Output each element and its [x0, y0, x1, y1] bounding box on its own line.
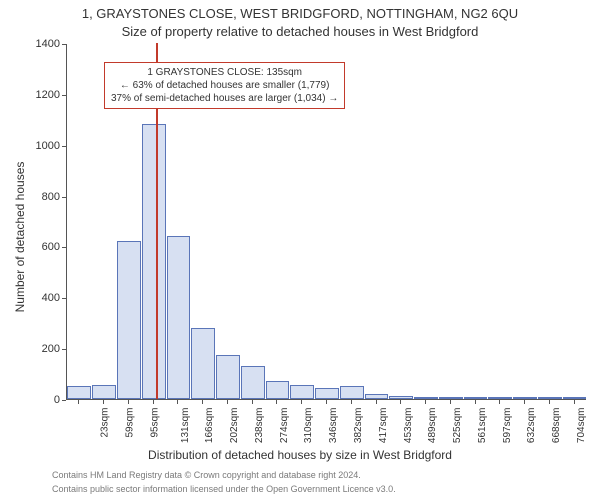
histogram-bar — [365, 394, 389, 399]
x-tick-label: 346sqm — [328, 408, 339, 444]
x-tick-label: 382sqm — [353, 408, 364, 444]
histogram-bar — [464, 397, 488, 399]
histogram-bar — [513, 397, 537, 399]
x-tick-mark — [499, 400, 500, 404]
y-tick-label: 1000 — [28, 140, 60, 152]
x-tick-label: 166sqm — [205, 408, 216, 444]
x-tick-label: 310sqm — [304, 408, 315, 444]
x-tick-mark — [227, 400, 228, 404]
x-tick-mark — [400, 400, 401, 404]
histogram-bar — [191, 328, 215, 399]
marker-callout: 1 GRAYSTONES CLOSE: 135sqm ← 63% of deta… — [104, 62, 345, 109]
x-tick-mark — [177, 400, 178, 404]
histogram-bar — [389, 396, 413, 399]
x-tick-label: 238sqm — [254, 408, 265, 444]
y-tick-mark — [62, 349, 66, 350]
callout-line1: 1 GRAYSTONES CLOSE: 135sqm — [111, 66, 338, 79]
histogram-bar — [340, 386, 364, 399]
x-tick-label: 23sqm — [100, 408, 111, 438]
x-tick-label: 453sqm — [403, 408, 414, 444]
histogram-bar — [266, 381, 290, 399]
y-tick-mark — [62, 247, 66, 248]
callout-line3: 37% of semi-detached houses are larger (… — [111, 92, 338, 105]
y-tick-mark — [62, 146, 66, 147]
y-tick-mark — [62, 95, 66, 96]
y-tick-label: 0 — [28, 394, 60, 406]
x-tick-mark — [475, 400, 476, 404]
x-tick-mark — [78, 400, 79, 404]
y-axis-label: Number of detached houses — [13, 127, 27, 347]
histogram-bar — [315, 388, 339, 399]
x-tick-label: 632sqm — [526, 408, 537, 444]
y-tick-label: 1200 — [28, 89, 60, 101]
footer-line2: Contains public sector information licen… — [52, 484, 396, 494]
x-tick-label: 704sqm — [576, 408, 587, 444]
x-tick-mark — [202, 400, 203, 404]
x-tick-label: 59sqm — [125, 408, 136, 438]
x-tick-label: 597sqm — [502, 408, 513, 444]
x-tick-label: 561sqm — [477, 408, 488, 444]
histogram-bar — [563, 397, 587, 399]
x-tick-label: 274sqm — [279, 408, 290, 444]
x-tick-mark — [425, 400, 426, 404]
x-tick-label: 489sqm — [427, 408, 438, 444]
x-tick-mark — [351, 400, 352, 404]
x-tick-mark — [574, 400, 575, 404]
histogram-bar — [290, 385, 314, 399]
y-tick-mark — [62, 298, 66, 299]
x-tick-mark — [128, 400, 129, 404]
x-tick-mark — [326, 400, 327, 404]
y-tick-label: 1400 — [28, 38, 60, 50]
x-tick-mark — [524, 400, 525, 404]
histogram-bar — [216, 355, 240, 400]
x-tick-mark — [276, 400, 277, 404]
histogram-bar — [414, 397, 438, 399]
y-tick-mark — [62, 400, 66, 401]
histogram-bar — [117, 241, 141, 399]
histogram-bar — [439, 397, 463, 399]
x-tick-label: 95sqm — [149, 408, 160, 438]
histogram-bar — [167, 236, 191, 399]
histogram-bar — [538, 397, 562, 399]
x-tick-label: 202sqm — [229, 408, 240, 444]
histogram-bar — [488, 397, 512, 399]
x-tick-mark — [103, 400, 104, 404]
histogram-bar — [92, 385, 116, 399]
x-tick-label: 668sqm — [551, 408, 562, 444]
footer-line1: Contains HM Land Registry data © Crown c… — [52, 470, 361, 480]
x-tick-label: 417sqm — [378, 408, 389, 444]
y-tick-label: 200 — [28, 343, 60, 355]
x-axis-label: Distribution of detached houses by size … — [0, 448, 600, 462]
chart-container: { "titles": { "line1": "1, GRAYSTONES CL… — [0, 0, 600, 500]
y-tick-mark — [62, 44, 66, 45]
x-tick-mark — [301, 400, 302, 404]
histogram-bar — [241, 366, 265, 399]
x-tick-mark — [450, 400, 451, 404]
x-tick-mark — [376, 400, 377, 404]
x-tick-label: 131sqm — [180, 408, 191, 444]
histogram-bar — [67, 386, 91, 399]
callout-line2: ← 63% of detached houses are smaller (1,… — [111, 79, 338, 92]
x-tick-mark — [549, 400, 550, 404]
y-tick-mark — [62, 197, 66, 198]
y-tick-label: 400 — [28, 292, 60, 304]
y-tick-label: 800 — [28, 191, 60, 203]
chart-title-line2: Size of property relative to detached ho… — [0, 24, 600, 39]
x-tick-label: 525sqm — [452, 408, 463, 444]
x-tick-mark — [252, 400, 253, 404]
x-tick-mark — [153, 400, 154, 404]
y-tick-label: 600 — [28, 241, 60, 253]
chart-title-line1: 1, GRAYSTONES CLOSE, WEST BRIDGFORD, NOT… — [0, 6, 600, 21]
histogram-bar — [142, 124, 166, 399]
